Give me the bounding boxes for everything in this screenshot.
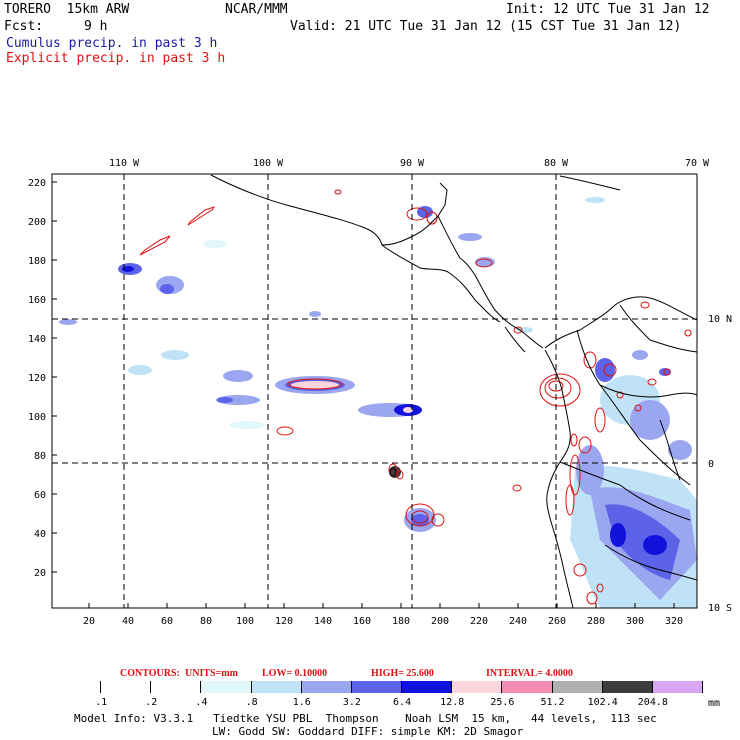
field-explicit-label: Explicit precip. in past 3 h bbox=[6, 51, 226, 66]
legend-color-cell bbox=[51, 681, 102, 693]
contours-label: CONTOURS: bbox=[120, 668, 180, 679]
y-tick-label: 160 bbox=[28, 295, 46, 306]
lat-label: 10 N bbox=[708, 314, 732, 325]
y-tick-labels: 20 40 60 80 100 120 140 160 180 200 220 bbox=[28, 178, 46, 579]
legend-value-label: 3.2 bbox=[342, 697, 361, 708]
legend-color-cell bbox=[502, 681, 553, 693]
legend-color-cell bbox=[402, 681, 453, 693]
legend-color-cell bbox=[151, 681, 202, 693]
legend-color-cell bbox=[552, 681, 603, 693]
field-cumulus-label: Cumulus precip. in past 3 h bbox=[6, 36, 218, 51]
legend-value-label: .1 bbox=[95, 697, 108, 708]
cumulus-precip-shading bbox=[59, 197, 697, 608]
contour-info: CONTOURS: UNITS=mm LOW= 0.10000 HIGH= 25… bbox=[120, 668, 573, 679]
lon-label: 100 W bbox=[253, 158, 284, 169]
x-tick-label: 300 bbox=[626, 616, 644, 627]
y-tick-label: 40 bbox=[34, 529, 46, 540]
x-tick-label: 100 bbox=[236, 616, 254, 627]
legend-value-label: 6.4 bbox=[393, 697, 412, 708]
lon-label: 80 W bbox=[544, 158, 569, 169]
x-tick-label: 240 bbox=[509, 616, 527, 627]
legend-value-label: .8 bbox=[245, 697, 258, 708]
tick-marks bbox=[52, 181, 675, 608]
y-tick-label: 140 bbox=[28, 334, 46, 345]
legend-color-cell bbox=[652, 681, 703, 693]
legend-color-cell bbox=[351, 681, 403, 693]
x-tick-label: 60 bbox=[161, 616, 173, 627]
x-tick-label: 200 bbox=[431, 616, 449, 627]
physics-info: LW: Godd SW: Goddard DIFF: simple KM: 2D… bbox=[212, 725, 524, 738]
x-tick-label: 20 bbox=[83, 616, 95, 627]
forecast-hours: 9 h bbox=[84, 19, 108, 34]
legend-value-label: 12.8 bbox=[440, 697, 465, 708]
legend-color-cell bbox=[101, 681, 152, 693]
valid-time: Valid: 21 UTC Tue 31 Jan 12 (15 CST Tue … bbox=[290, 19, 682, 34]
contour-high: HIGH= 25.600 bbox=[371, 668, 434, 679]
legend-value-label: 204.8 bbox=[637, 697, 668, 708]
contour-low: LOW= 0.10000 bbox=[262, 668, 327, 679]
legend-value-label: .2 bbox=[145, 697, 158, 708]
y-tick-label: 100 bbox=[28, 412, 46, 423]
map-frame bbox=[51, 173, 698, 609]
legend-value-label: 51.2 bbox=[540, 697, 565, 708]
x-tick-label: 40 bbox=[122, 616, 134, 627]
legend-value-label: 102.4 bbox=[587, 697, 618, 708]
forecast-label: Fcst: bbox=[4, 19, 44, 34]
y-tick-label: 200 bbox=[28, 217, 46, 228]
x-tick-label: 180 bbox=[392, 616, 410, 627]
contour-units: UNITS=mm bbox=[185, 668, 239, 679]
legend-value-label: .4 bbox=[195, 697, 208, 708]
legend-value-label: 25.6 bbox=[490, 697, 515, 708]
x-tick-label: 120 bbox=[275, 616, 293, 627]
lat-label: 10 S bbox=[708, 603, 732, 614]
x-tick-labels: 20 40 60 80 100 120 140 160 180 200 220 … bbox=[83, 616, 683, 627]
x-tick-label: 160 bbox=[353, 616, 371, 627]
legend-color-cell bbox=[452, 681, 503, 693]
y-tick-label: 180 bbox=[28, 256, 46, 267]
latitude-labels: 10 N 0 10 S bbox=[708, 314, 732, 614]
center-label: NCAR/MMM bbox=[225, 2, 288, 17]
legend-value-label: 1.6 bbox=[292, 697, 311, 708]
longitude-labels: 110 W 100 W 90 W 80 W 70 W bbox=[109, 158, 710, 169]
legend-color-cell bbox=[251, 681, 302, 693]
lon-label: 110 W bbox=[109, 158, 140, 169]
legend-unit: mm bbox=[708, 698, 721, 709]
explicit-precip-contours bbox=[139, 189, 692, 605]
model-title: TORERO 15km ARW bbox=[4, 2, 130, 17]
contour-interval: INTERVAL= 4.0000 bbox=[486, 668, 573, 679]
x-tick-label: 220 bbox=[470, 616, 488, 627]
y-tick-label: 60 bbox=[34, 490, 46, 501]
y-tick-label: 220 bbox=[28, 178, 46, 189]
legend-color-cell bbox=[201, 681, 252, 693]
y-tick-label: 120 bbox=[28, 373, 46, 384]
coastlines bbox=[210, 174, 698, 609]
x-tick-label: 280 bbox=[587, 616, 605, 627]
y-tick-label: 80 bbox=[34, 451, 46, 462]
lat-label: 0 bbox=[708, 459, 714, 470]
x-tick-label: 320 bbox=[665, 616, 683, 627]
init-time: Init: 12 UTC Tue 31 Jan 12 bbox=[506, 2, 710, 17]
legend-color-cell bbox=[602, 681, 653, 693]
x-tick-label: 260 bbox=[548, 616, 566, 627]
x-tick-label: 80 bbox=[200, 616, 212, 627]
lon-label: 90 W bbox=[400, 158, 425, 169]
model-info: Model Info: V3.3.1 Tiedtke YSU PBL Thomp… bbox=[74, 712, 657, 725]
x-tick-label: 140 bbox=[314, 616, 332, 627]
lon-label: 70 W bbox=[685, 158, 710, 169]
graticule bbox=[52, 174, 697, 608]
legend-color-cell bbox=[301, 681, 352, 693]
y-tick-label: 20 bbox=[34, 568, 46, 579]
